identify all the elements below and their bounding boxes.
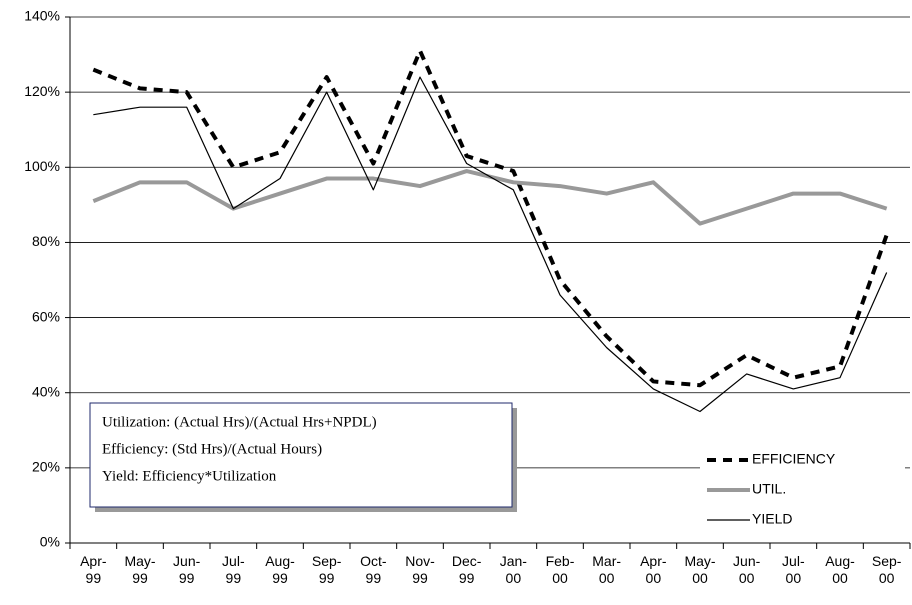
x-tick-label: May-00	[684, 553, 716, 586]
series-line	[92, 48, 889, 388]
x-tick-label: Jul-99	[222, 553, 245, 586]
x-tick-label: Aug-99	[265, 553, 295, 586]
x-tick-label: Mar-00	[592, 553, 622, 586]
y-tick-label: 40%	[32, 383, 60, 399]
legend-label: EFFICIENCY	[752, 451, 836, 467]
x-tick-label: Feb-00	[545, 553, 575, 586]
x-tick-label: Jun-99	[173, 553, 201, 586]
y-tick-label: 60%	[32, 308, 60, 324]
y-tick-label: 100%	[24, 158, 60, 174]
y-tick-label: 120%	[24, 83, 60, 99]
x-tick-label: Jul-00	[782, 553, 805, 586]
x-tick-label: Jun-00	[733, 553, 761, 586]
legend-label: YIELD	[752, 511, 792, 527]
x-tick-label: Jan-00	[499, 553, 527, 586]
note-box	[89, 402, 513, 508]
x-tick-label: Oct-99	[360, 553, 387, 586]
note-text: Utilization: (Actual Hrs)/(Actual Hrs+NP…	[102, 414, 377, 430]
y-tick-label: 80%	[32, 233, 60, 249]
x-tick-label: Sep-99	[311, 553, 342, 586]
x-tick-label: Nov-99	[405, 553, 435, 586]
series-line	[92, 169, 888, 226]
legend-label: UTIL.	[752, 481, 786, 497]
series-line	[93, 76, 888, 413]
x-tick-label: Aug-00	[825, 553, 855, 586]
note-text: Yield: Efficiency*Utilization	[102, 468, 277, 484]
x-tick-label: Apr-00	[640, 553, 667, 586]
y-tick-label: 0%	[40, 534, 60, 550]
y-tick-label: 20%	[32, 459, 60, 475]
x-tick-label: May-99	[124, 553, 156, 586]
y-tick-label: 140%	[24, 8, 60, 24]
x-tick-label: Dec-99	[451, 553, 482, 586]
x-tick-label: Apr-99	[80, 553, 107, 586]
note-text: Efficiency: (Std Hrs)/(Actual Hours)	[102, 441, 322, 457]
x-tick-label: Sep-00	[871, 553, 902, 586]
